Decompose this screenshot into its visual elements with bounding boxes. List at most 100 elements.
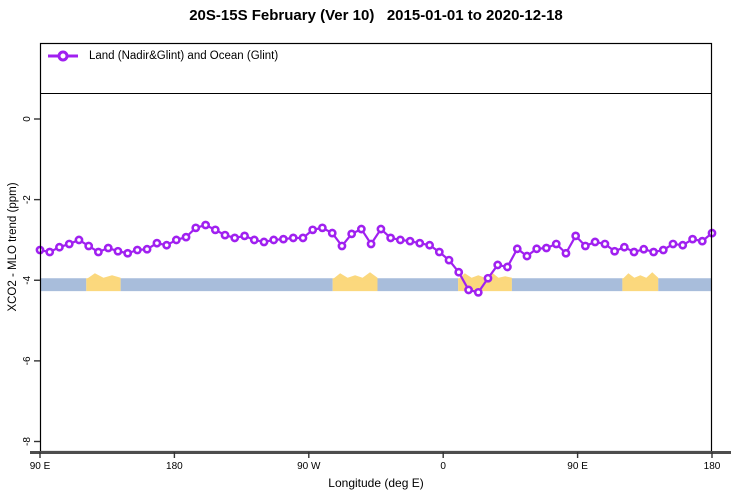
data-point-marker [191,223,201,233]
land-topography-bump [332,272,378,281]
data-point-marker [132,245,142,255]
x-tick-label: 90 E [30,461,51,472]
data-point-marker [327,228,337,238]
data-point-marker [590,237,600,247]
data-point-marker [64,239,74,249]
data-point-marker [249,235,259,245]
ocean-band-segment [120,278,333,292]
data-point-marker [503,262,512,272]
data-point-marker [473,287,483,297]
data-point-marker [415,238,425,248]
x-tick-label: 90 E [567,461,588,472]
land-topography-bump [622,272,659,281]
ocean-band-segment [40,278,87,292]
data-point-marker [619,242,629,252]
legend-marker-icon [48,50,78,62]
ocean-band-segment [658,278,712,292]
data-point-marker [649,247,659,257]
data-point-marker [386,233,396,243]
data-point-marker [571,231,581,241]
surface-band [40,272,712,292]
data-point-marker [152,238,162,248]
data-point-marker [639,244,649,254]
data-point-marker [113,246,123,256]
data-point-marker [308,225,318,235]
data-point-marker [551,239,561,249]
data-point-marker [697,236,707,246]
data-point-marker [45,247,55,257]
data-point-marker [425,240,435,250]
data-point-marker [74,235,84,245]
data-point-marker [464,285,473,295]
data-series-line [38,223,714,294]
data-point-marker [337,241,347,251]
land-topography-bump [458,272,512,281]
data-point-marker [201,220,211,230]
data-point-marker [444,255,454,265]
data-point-marker [454,267,464,277]
y-tick-label: 0 [22,116,33,122]
data-point-marker [347,229,357,239]
data-point-marker [405,236,415,246]
data-point-marker [434,247,444,257]
land-band-segment [622,278,659,292]
data-point-marker [376,224,386,234]
data-point-marker [162,240,172,250]
data-point-marker [210,225,220,235]
ocean-band-segment [511,278,623,292]
data-point-marker [356,224,366,234]
data-point-marker [142,244,152,254]
data-point-marker [230,233,240,243]
x-axis-ticks: 90 E 180 90 W 0 90 E 180 [30,452,721,472]
land-topography-bump [86,273,121,281]
x-tick-label: 180 [704,461,721,472]
data-point-marker [658,245,668,255]
data-point-marker [610,246,620,256]
legend: Land (Nadir&Glint) and Ocean (Glint) [46,50,278,62]
data-point-marker [317,223,327,233]
data-point-marker [561,248,571,258]
data-point-marker [55,242,64,252]
data-point-marker [629,247,639,257]
data-point-marker [668,239,678,249]
data-point-marker [493,260,503,270]
land-band-segment [86,278,121,292]
data-point-marker [103,243,113,253]
data-point-marker [541,243,551,253]
data-point-marker [84,241,94,251]
x-tick-label: 0 [440,461,446,472]
y-tick-label: -2 [22,195,33,204]
data-point-marker [123,248,133,258]
legend-label: Land (Nadir&Glint) and Ocean (Glint) [89,50,279,62]
y-axis-title: XCO2 - MLO trend (ppm) [7,182,19,312]
data-point-marker [580,241,590,251]
data-point-marker [600,239,610,249]
data-point-marker [366,239,376,249]
y-tick-label: -6 [22,356,33,365]
y-tick-label: -4 [22,275,33,284]
y-axis-ticks: 0 -2 -4 -6 -8 [22,116,40,446]
x-axis-title: Longitude (deg E) [328,476,424,490]
data-point-marker [220,230,230,240]
data-point-marker [483,273,493,283]
data-point-marker [259,237,269,247]
data-point-marker [269,235,279,245]
data-point-marker [532,244,542,254]
data-point-marker [512,244,522,254]
data-point-marker [688,234,697,244]
data-point-marker [395,235,405,245]
data-point-marker [298,233,308,243]
data-point-marker [93,247,103,257]
y-tick-label: -8 [22,437,33,446]
data-point-marker [240,231,249,241]
x-tick-label: 90 W [297,461,321,472]
land-band-segment [332,278,378,292]
data-point-marker [678,240,688,250]
data-point-marker [522,251,532,261]
data-point-marker [171,235,181,245]
ocean-band-segment [377,278,459,292]
chart-title: 20S-15S February (Ver 10) 2015-01-01 to … [189,7,563,24]
x-tick-label: 180 [166,461,183,472]
